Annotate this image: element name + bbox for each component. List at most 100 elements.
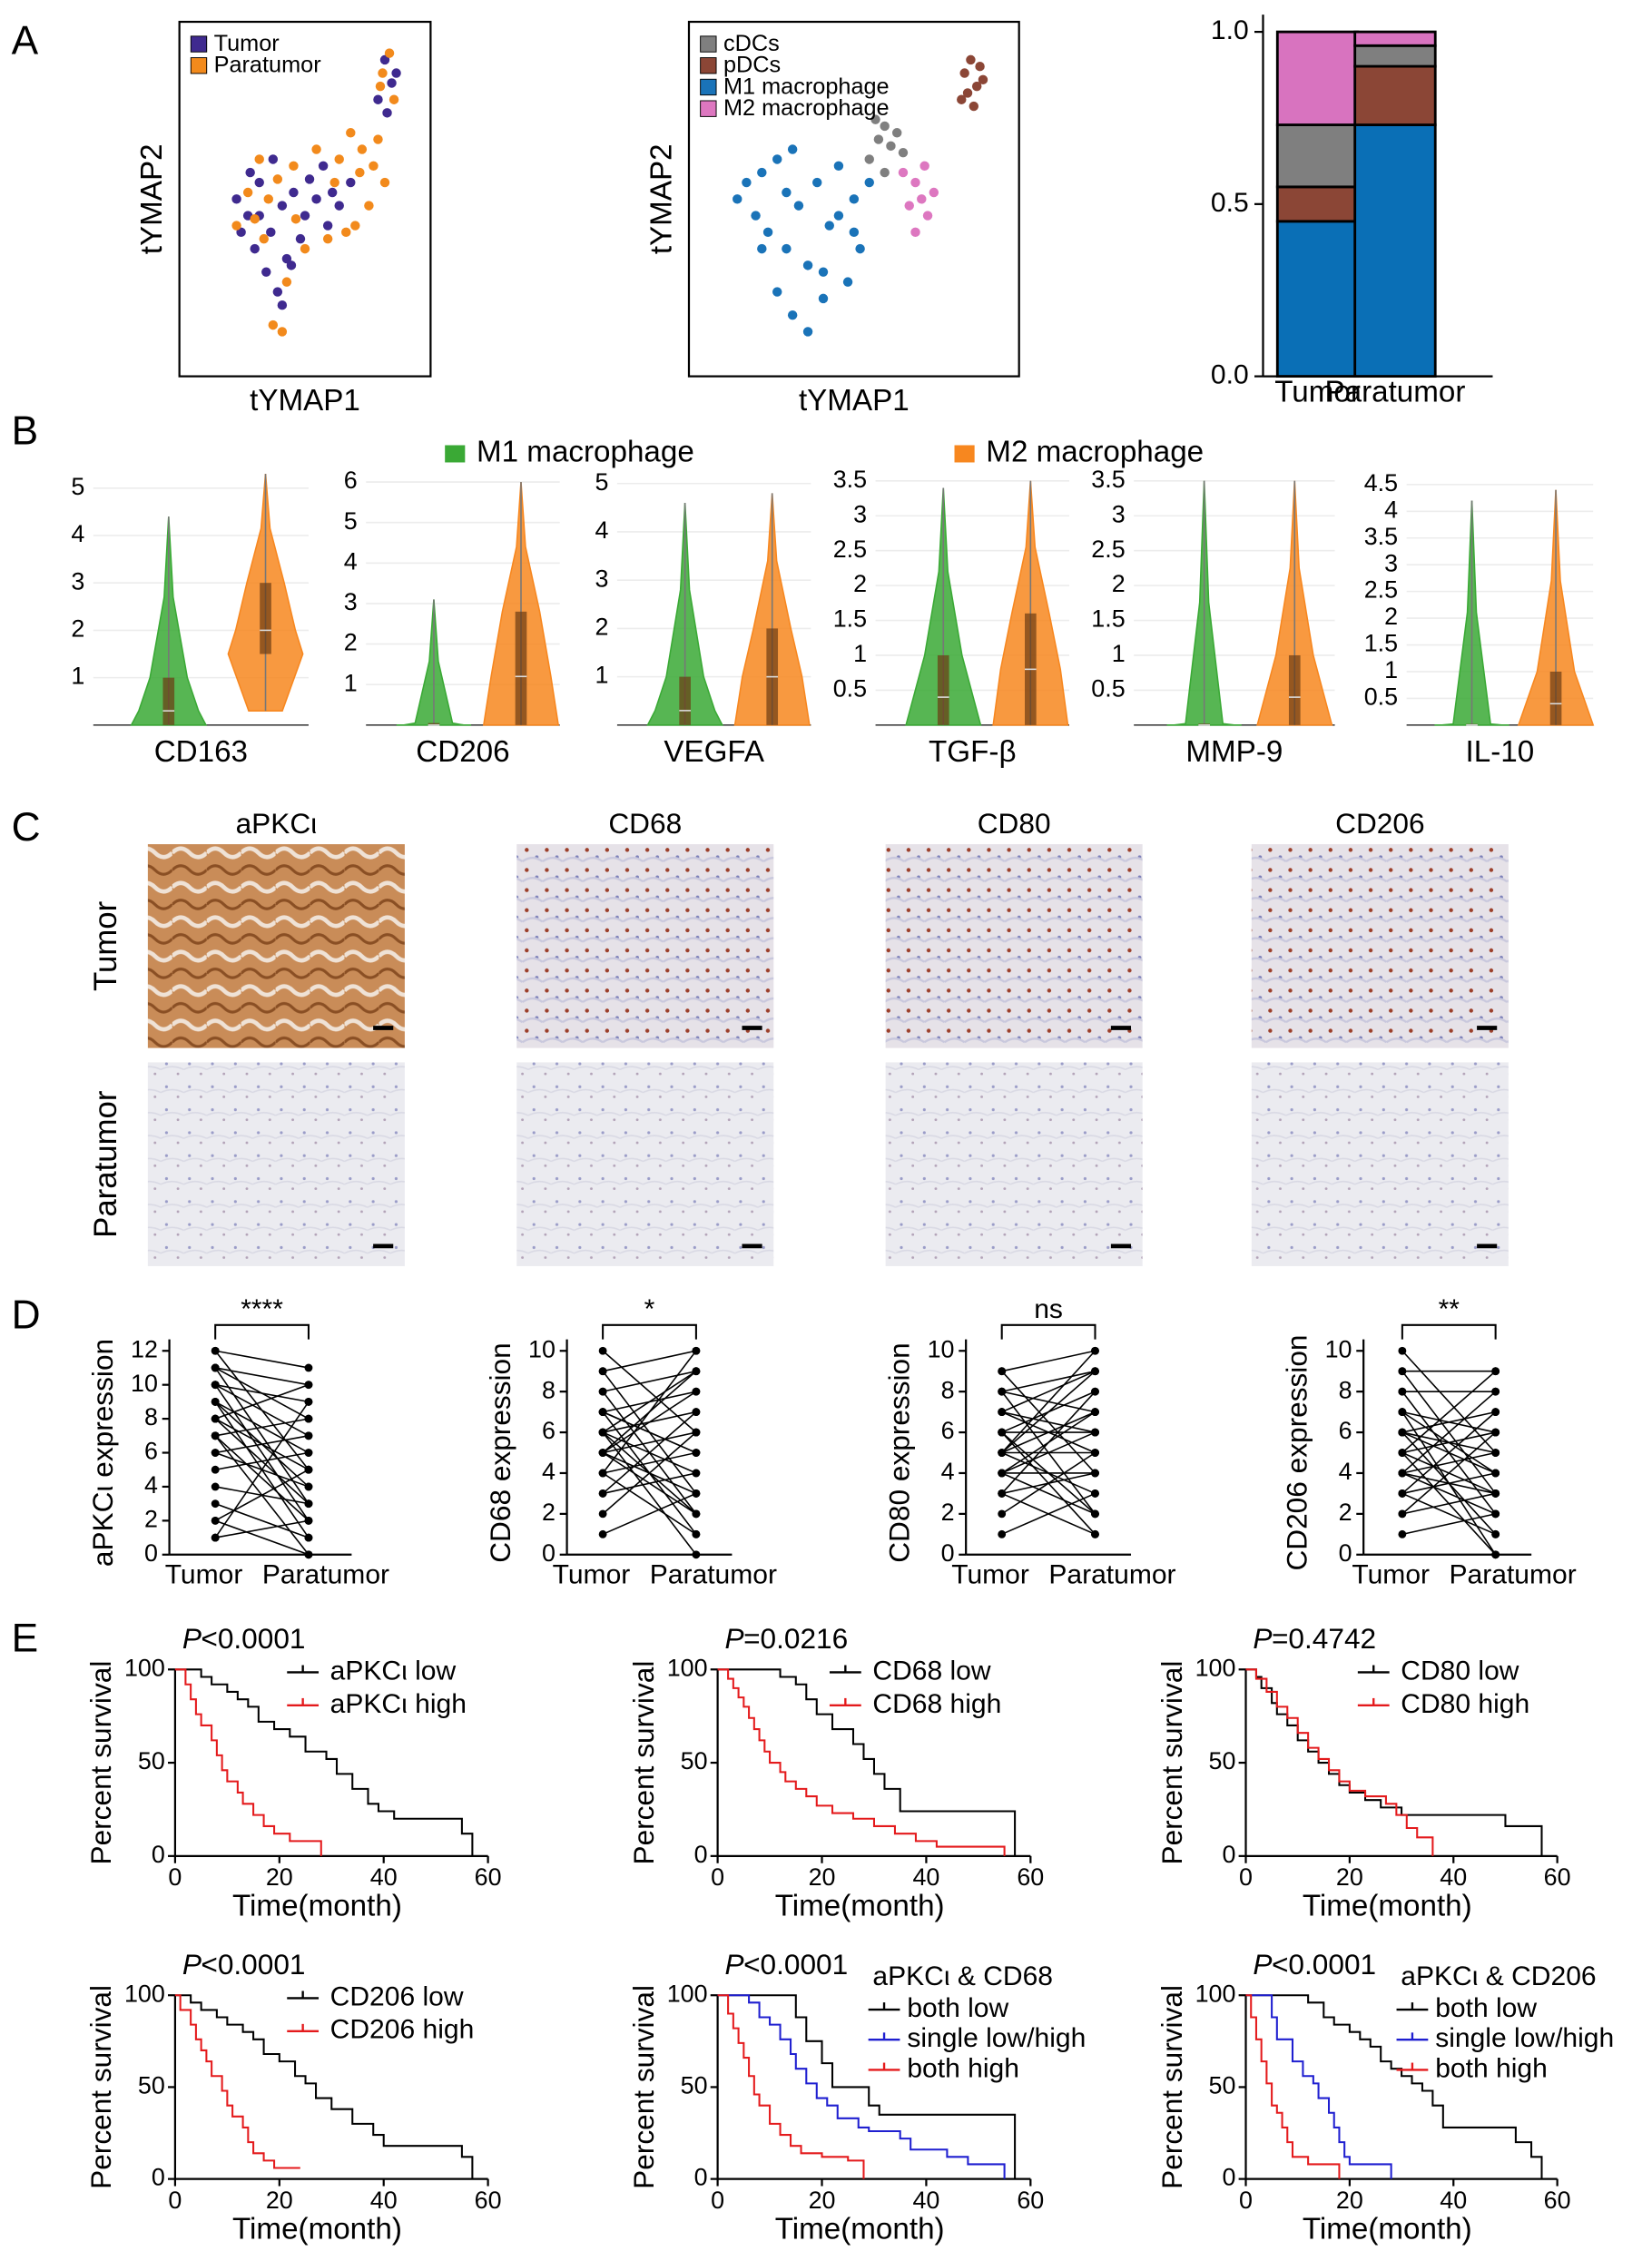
pair-line (602, 1472, 697, 1495)
y-tick-label: 50 (138, 2072, 165, 2099)
y-tick-label: 100 (667, 1654, 708, 1681)
pair-line (1001, 1350, 1096, 1372)
point (1491, 1367, 1500, 1376)
significance-label: **** (241, 1294, 283, 1324)
histology-image (1251, 844, 1509, 1048)
y-tick-label: 1.5 (1364, 630, 1398, 657)
y-tick-label: 1.5 (1091, 605, 1125, 633)
bar-segment (1353, 44, 1437, 68)
point (998, 1428, 1007, 1437)
point (910, 177, 920, 188)
survival-curve (1245, 1668, 1434, 1856)
bar-segment (1275, 123, 1360, 189)
survival-curve (717, 1994, 1017, 2179)
point (295, 233, 306, 244)
point (772, 287, 782, 297)
y-tick-label: 6 (542, 1417, 556, 1444)
point (598, 1367, 607, 1376)
point (787, 144, 798, 154)
x-axis-label: Time(month) (232, 1890, 402, 1923)
legend-label: M1 macrophage (723, 74, 890, 99)
legend-title: aPKCι & CD68 (872, 1961, 1053, 1991)
y-tick-label: 2 (1112, 570, 1126, 597)
point (384, 48, 395, 58)
bar-segment (1353, 30, 1437, 47)
x-axis-label: CD206 (416, 735, 509, 769)
y-tick-label: 3.5 (1091, 466, 1125, 493)
point (998, 1529, 1007, 1538)
x-axis-label: MMP-9 (1185, 735, 1283, 769)
p-value: =0.0216 (743, 1622, 848, 1655)
point (598, 1489, 607, 1498)
point (1091, 1449, 1099, 1457)
point (598, 1408, 607, 1417)
x-tick-label: 60 (475, 2187, 502, 2214)
y-axis-label: tYMAP2 (644, 143, 678, 254)
point (864, 154, 874, 164)
y-tick-label: 4 (542, 1458, 556, 1485)
x-tick-label: Tumor (553, 1559, 631, 1589)
y-tick-label: 6 (1339, 1417, 1352, 1444)
point (211, 1397, 220, 1406)
pair-line (1401, 1472, 1496, 1495)
pair-line (1401, 1391, 1497, 1474)
histology-image (885, 844, 1143, 1048)
pair-line (602, 1371, 697, 1454)
pair-line (214, 1384, 310, 1521)
point (849, 227, 860, 238)
histology-image (516, 1062, 774, 1266)
pair-line (214, 1401, 310, 1538)
point (322, 221, 333, 231)
survival-curve (174, 1668, 474, 1856)
y-tick-label: 8 (542, 1376, 556, 1403)
point (802, 327, 813, 337)
point (311, 144, 321, 154)
y-tick-label: 0.5 (1364, 683, 1398, 710)
point (842, 277, 853, 287)
p-symbol: P (725, 1622, 744, 1655)
survival-curve (717, 1994, 865, 2179)
x-tick-label: 0 (168, 2187, 182, 2214)
point (1398, 1346, 1407, 1355)
pair-line (602, 1350, 697, 1433)
point (281, 277, 292, 287)
pair-line (602, 1411, 697, 1454)
point (1091, 1367, 1099, 1376)
y-tick-label: 4 (144, 1471, 158, 1499)
point (1491, 1469, 1500, 1478)
pair-line (214, 1502, 310, 1538)
x-tick-label: 40 (1440, 2187, 1467, 2214)
panel-label: D (12, 1293, 41, 1338)
point (1491, 1408, 1500, 1417)
legend-swatch (190, 35, 208, 53)
y-tick-label: 6 (941, 1417, 955, 1444)
pair-line (214, 1383, 310, 1437)
p-symbol: P (725, 1948, 744, 1981)
pair-line (1001, 1350, 1096, 1454)
p-value: <0.0001 (743, 1948, 848, 1981)
survival-curve (1245, 1994, 1392, 2179)
pair-line (1401, 1411, 1497, 1474)
y-tick-label: 50 (681, 2072, 708, 2099)
point (733, 194, 742, 204)
point (802, 260, 813, 270)
point (327, 187, 338, 198)
y-tick-label: 10 (131, 1370, 158, 1397)
y-tick-label: 3 (1112, 500, 1126, 527)
y-axis-label: Percent survival (627, 1985, 660, 2189)
point (304, 1449, 313, 1457)
pair-line (1401, 1451, 1496, 1474)
point (300, 243, 310, 254)
box (1288, 654, 1301, 725)
box (260, 583, 271, 654)
point (281, 253, 292, 264)
y-tick-label: 5 (344, 507, 358, 535)
p-symbol: P (1253, 1622, 1272, 1655)
point (966, 54, 976, 65)
point (334, 154, 344, 164)
histology-image (1251, 1062, 1509, 1266)
y-tick-label: 3 (595, 565, 608, 592)
legend-label: CD80 high (1401, 1689, 1529, 1719)
point (211, 1482, 220, 1491)
